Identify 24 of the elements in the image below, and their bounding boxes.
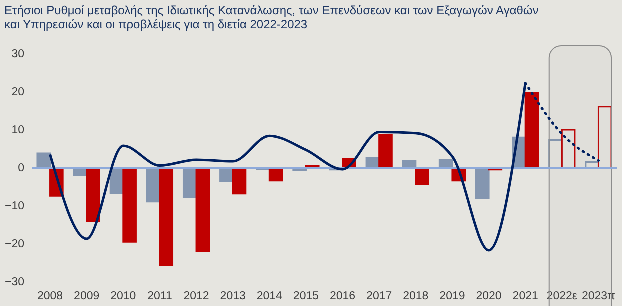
x-tick-label: 2013 bbox=[220, 290, 246, 302]
y-tick-label: 0 bbox=[18, 162, 24, 174]
x-tick-label: 2011 bbox=[148, 290, 172, 302]
y-tick-label: 20 bbox=[12, 86, 24, 98]
x-tick-label: 2010 bbox=[110, 290, 136, 302]
x-tick-label: 2012 bbox=[184, 290, 210, 302]
x-tick-label: 2014 bbox=[256, 290, 284, 302]
x-tick-label: 2021 bbox=[512, 290, 538, 302]
y-tick-label: 10 bbox=[12, 124, 24, 136]
chart-title: Ετήσιοι Ρυθμοί μεταβολής της Ιδιωτικής Κατανάλωσης, των Επενδύσεων και των Εξαγωγών Αγαθών και Υπηρεσιών και οι προβλέψεις για τη διετία 2022-2023 bbox=[4, 4, 539, 32]
y-tick-label: −10 bbox=[4, 200, 24, 212]
x-tick-label: 2015 bbox=[293, 290, 320, 302]
x-tick-label: 2008 bbox=[37, 290, 64, 302]
y-tick-label: 30 bbox=[12, 48, 24, 60]
x-tick-label: 2018 bbox=[403, 290, 429, 302]
x-tick-label: 2019 bbox=[440, 290, 466, 302]
x-tick-label: 2017 bbox=[366, 290, 392, 302]
x-tick-label: 2023π bbox=[582, 290, 616, 302]
x-tick-label: 2016 bbox=[330, 290, 356, 302]
x-tick-label: 2009 bbox=[74, 290, 100, 302]
x-tick-label: 2020 bbox=[476, 290, 502, 302]
x-tick-label: 2022ε bbox=[546, 290, 578, 302]
y-tick-label: −30 bbox=[4, 276, 24, 288]
y-tick-label: −20 bbox=[4, 238, 24, 250]
